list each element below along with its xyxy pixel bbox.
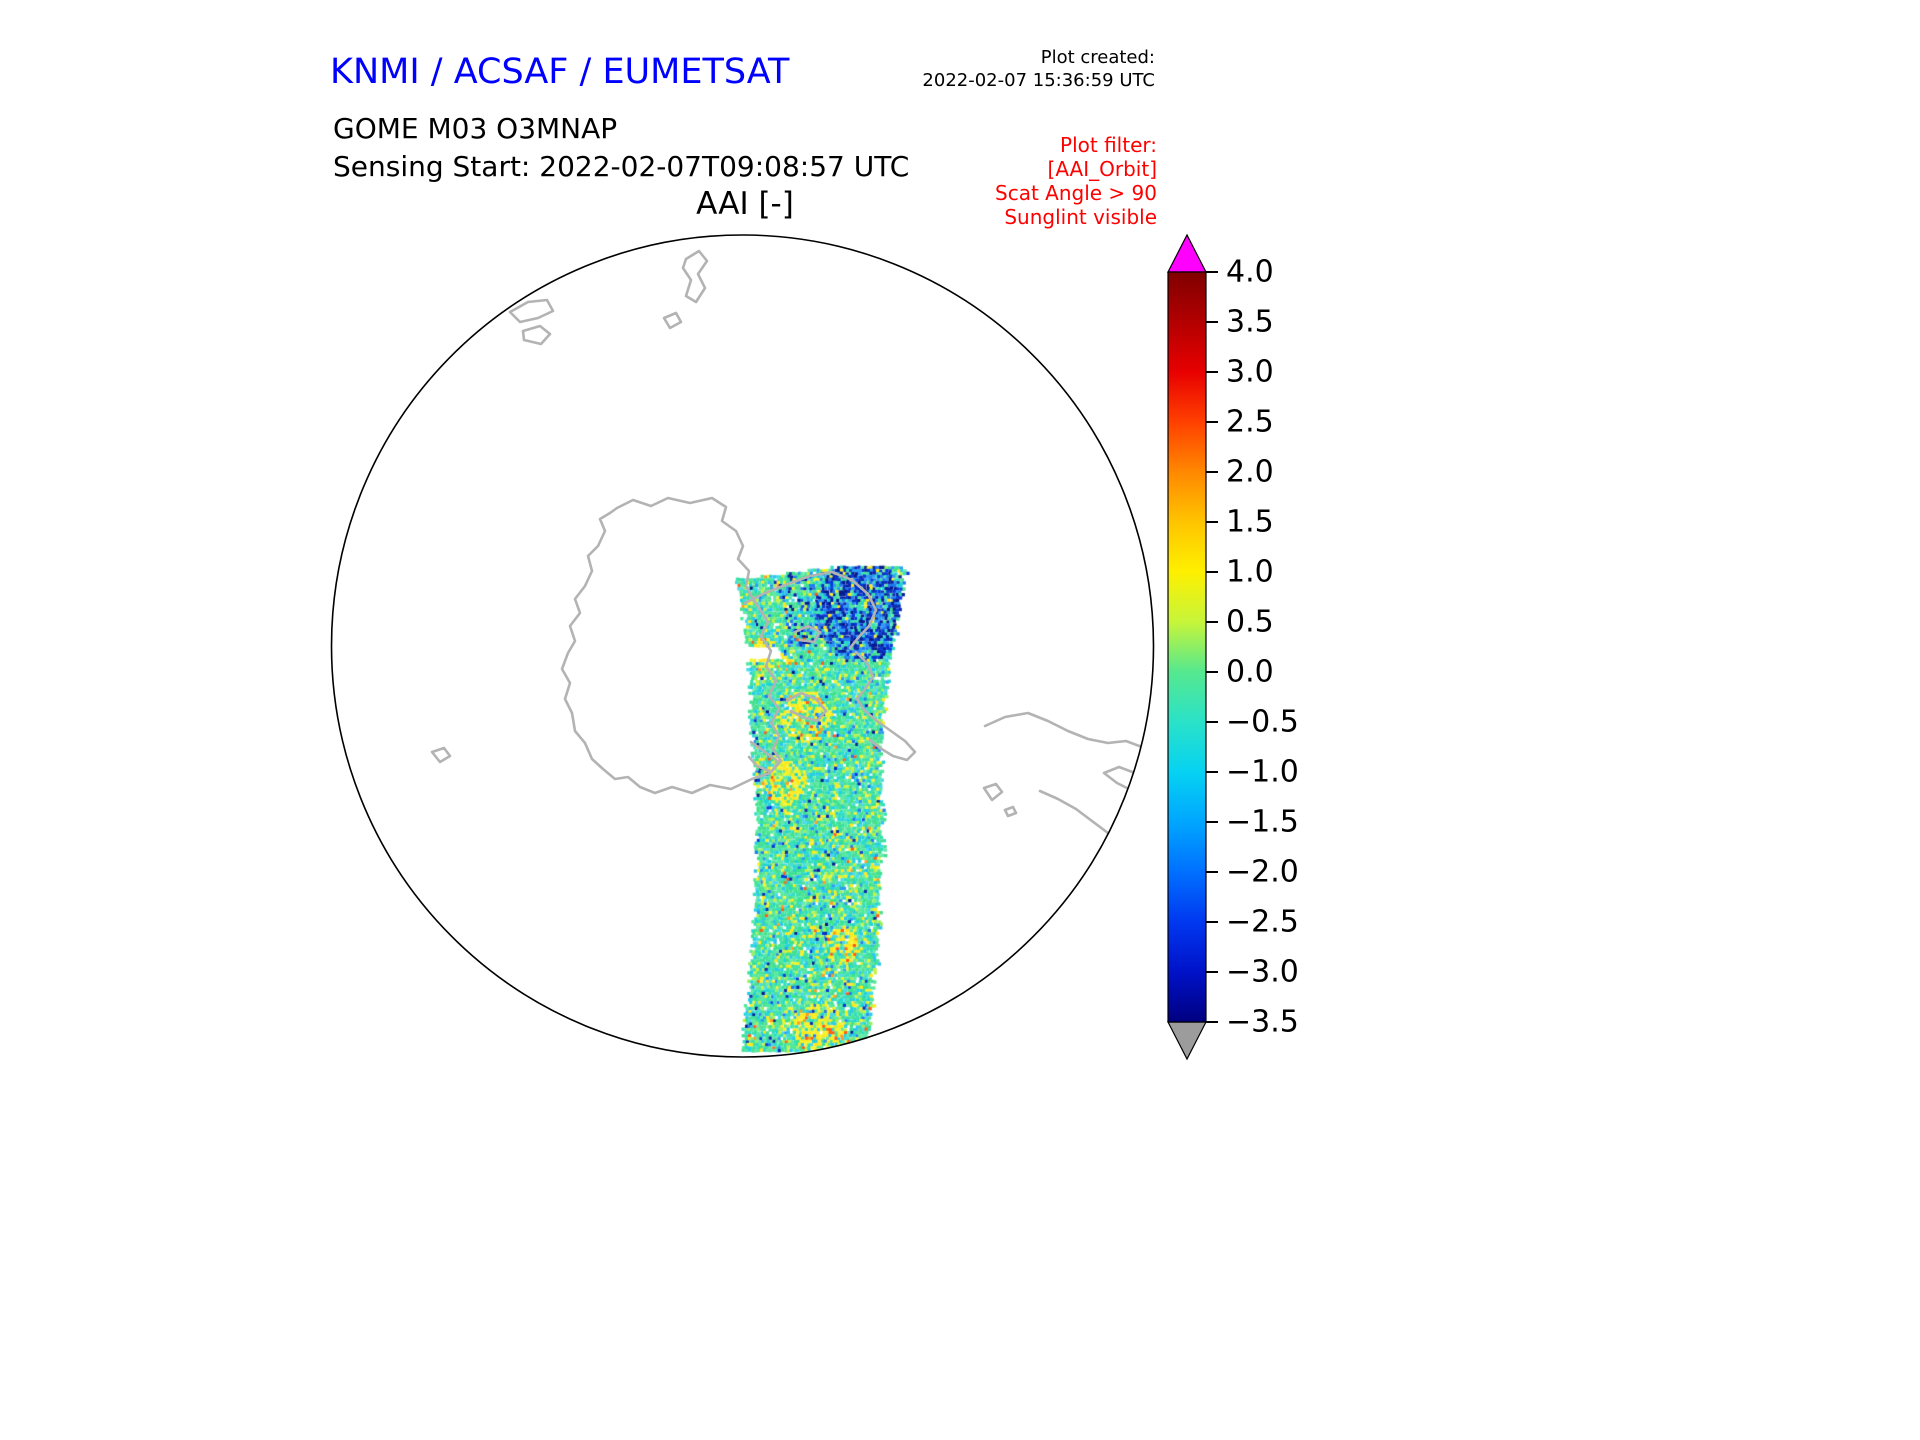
plot-filter-block: Plot filter: [AAI_Orbit] Scat Angle > 90…: [995, 133, 1157, 229]
plot-created-block: Plot created: 2022-02-07 15:36:59 UTC: [922, 46, 1155, 92]
svg-text:4.0: 4.0: [1226, 255, 1274, 290]
svg-text:−3.0: −3.0: [1226, 955, 1299, 990]
svg-text:2.5: 2.5: [1226, 405, 1274, 440]
svg-text:1.0: 1.0: [1226, 555, 1274, 590]
svg-text:0.5: 0.5: [1226, 605, 1274, 640]
svg-text:3.5: 3.5: [1226, 305, 1274, 340]
svg-text:−1.5: −1.5: [1226, 805, 1299, 840]
svg-text:−3.5: −3.5: [1226, 1005, 1299, 1040]
projection-circle: [330, 234, 1155, 1058]
svg-text:−1.0: −1.0: [1226, 755, 1299, 790]
plot-created-value: 2022-02-07 15:36:59 UTC: [922, 70, 1155, 91]
svg-text:2.0: 2.0: [1226, 455, 1274, 490]
plot-created-label: Plot created:: [1040, 47, 1155, 68]
coastlines: [430, 249, 1154, 931]
plot-filter-line: Sunglint visible: [1004, 205, 1157, 229]
aai-swath-canvas: [330, 232, 1158, 1064]
sensing-start: Sensing Start: 2022-02-07T09:08:57 UTC: [333, 150, 910, 183]
polar-map: [330, 232, 1158, 1064]
map-title: AAI [-]: [696, 186, 794, 222]
map-overlay: [330, 234, 1155, 1058]
agency-title: KNMI / ACSAF / EUMETSAT: [330, 52, 790, 92]
colorbar: 4.0 3.5 3.0 2.5 2.0 1.5 1.0 0.5 0.0 −0.5 −1.0 −1.5 −…: [1167, 233, 1299, 1061]
svg-text:0.0: 0.0: [1226, 655, 1274, 690]
svg-text:−2.0: −2.0: [1226, 855, 1299, 890]
svg-text:−0.5: −0.5: [1226, 705, 1299, 740]
product-title: GOME M03 O3MNAP: [333, 112, 618, 145]
plot-filter-line: [AAI_Orbit]: [1047, 157, 1157, 181]
svg-text:3.0: 3.0: [1226, 355, 1274, 390]
plot-filter-line: Plot filter:: [1060, 133, 1157, 157]
svg-text:−2.5: −2.5: [1226, 905, 1299, 940]
plot-filter-line: Scat Angle > 90: [995, 181, 1157, 205]
svg-text:1.5: 1.5: [1226, 505, 1274, 540]
